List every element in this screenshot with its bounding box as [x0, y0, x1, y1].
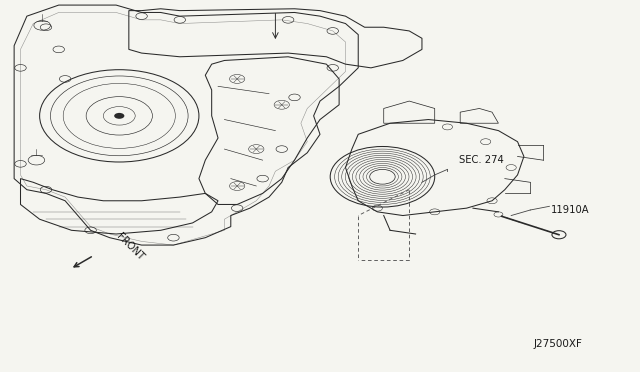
- Text: SEC. 274: SEC. 274: [459, 155, 504, 164]
- Circle shape: [114, 113, 124, 119]
- Text: 11910A: 11910A: [550, 205, 589, 215]
- Text: FRONT: FRONT: [115, 232, 146, 263]
- Text: J27500XF: J27500XF: [534, 339, 582, 349]
